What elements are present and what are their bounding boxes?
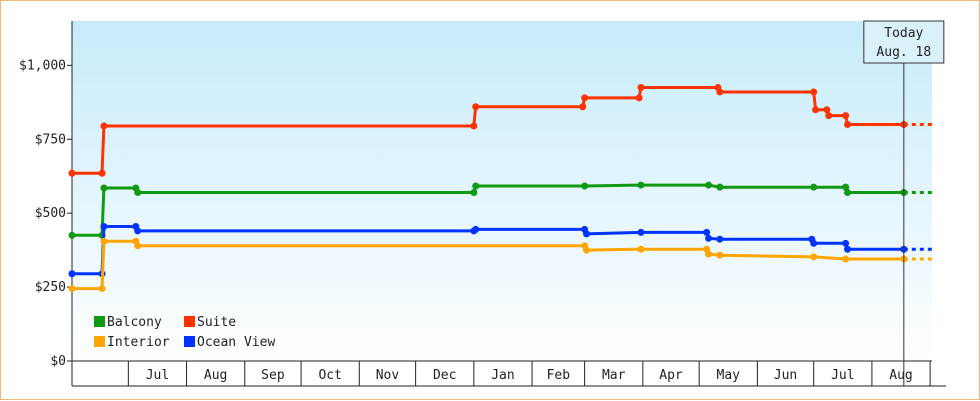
today-marker: Today Aug. 18 [863, 20, 945, 386]
y-tick-label-3: $750 [35, 132, 66, 147]
series-0-point-7 [635, 94, 643, 102]
legend: Balcony Suite Interior Ocean View [94, 315, 275, 350]
series-1-point-6 [472, 182, 480, 190]
month-label-8: Mar [602, 368, 626, 383]
series-line-2 [72, 225, 904, 276]
series-1-point-9 [705, 181, 713, 189]
y-axis: $0 $250 $500 $750 $1,000 [19, 21, 73, 386]
series-0-point-0 [68, 169, 76, 177]
series-1-point-0 [68, 231, 76, 239]
series-0-point-3 [470, 122, 478, 130]
legend-label-2: Interior [107, 335, 170, 350]
series-1-point-10 [716, 183, 724, 191]
series-2-point-16 [844, 245, 852, 253]
series-lines [68, 84, 932, 293]
series-1-point-5 [470, 188, 478, 196]
legend-swatch-0 [94, 316, 105, 327]
series-1-point-4 [134, 188, 142, 196]
series-1-point-13 [844, 188, 852, 196]
legend-label-1: Suite [197, 315, 236, 330]
series-3-point-11 [810, 253, 818, 261]
series-2-point-10 [703, 228, 711, 236]
series-3-point-9 [705, 250, 713, 258]
series-0-point-5 [579, 103, 587, 111]
legend-swatch-1 [184, 316, 195, 327]
series-3-point-12 [842, 255, 850, 263]
series-2-point-8 [582, 230, 590, 238]
series-0-point-11 [810, 88, 818, 96]
x-axis: Jul Aug Sep Oct Nov Dec Jan Feb Mar Apr May Jun Jul A… [72, 360, 946, 387]
series-0-point-4 [472, 103, 480, 111]
series-0-point-15 [842, 112, 850, 120]
month-label-12: Jul [831, 368, 854, 383]
series-0-point-10 [716, 88, 724, 96]
series-1-point-7 [581, 182, 589, 190]
today-label: Today [884, 26, 923, 41]
series-3-point-7 [637, 245, 645, 253]
month-label-1: Aug [204, 368, 227, 383]
series-3-point-10 [716, 251, 724, 259]
series-1-point-11 [810, 183, 818, 191]
legend-label-3: Ocean View [197, 335, 275, 350]
month-label-9: Apr [659, 368, 683, 383]
series-1-point-12 [842, 183, 850, 191]
y-tick-label-1: $250 [35, 280, 66, 295]
series-2-point-12 [716, 235, 724, 243]
series-line-3 [72, 239, 904, 291]
series-0-point-6 [581, 94, 589, 102]
legend-swatch-3 [184, 336, 195, 347]
series-0-point-2 [100, 122, 108, 130]
legend-swatch-2 [94, 336, 105, 347]
today-date: Aug. 18 [876, 45, 931, 60]
series-1-point-2 [100, 184, 108, 192]
y-tick-label-0: $0 [50, 354, 66, 369]
month-label-2: Sep [261, 368, 285, 383]
month-label-7: Feb [547, 368, 571, 383]
y-tick-label-4: $1,000 [19, 58, 66, 73]
series-1-point-8 [637, 181, 645, 189]
series-3-point-6 [582, 246, 590, 254]
series-2-point-11 [705, 234, 713, 242]
series-2-point-4 [134, 227, 142, 235]
series-0-point-13 [823, 106, 831, 114]
legend-label-0: Balcony [107, 315, 162, 330]
series-2-point-15 [842, 239, 850, 247]
series-0-point-8 [637, 84, 645, 92]
series-2-point-14 [810, 239, 818, 247]
month-label-13: Aug [889, 368, 912, 383]
series-2-point-9 [637, 228, 645, 236]
today-box [863, 20, 945, 64]
month-label-0: Jul [146, 368, 169, 383]
series-2-point-0 [68, 270, 76, 278]
month-label-11: Jun [774, 368, 797, 383]
series-0-point-12 [812, 106, 820, 114]
series-0-point-14 [825, 112, 833, 120]
month-label-3: Oct [318, 368, 341, 383]
series-3-point-0 [68, 285, 76, 293]
month-label-5: Dec [433, 368, 456, 383]
series-3-point-1 [98, 285, 106, 293]
series-3-point-4 [134, 242, 142, 250]
month-label-10: May [717, 368, 741, 383]
y-tick-label-2: $500 [35, 206, 66, 221]
month-label-4: Nov [376, 368, 400, 383]
series-3-point-2 [100, 237, 108, 245]
series-2-point-2 [100, 222, 108, 230]
series-0-point-16 [844, 120, 852, 128]
month-label-6: Jan [491, 368, 514, 383]
series-0-point-1 [98, 169, 106, 177]
series-2-point-6 [472, 225, 480, 233]
